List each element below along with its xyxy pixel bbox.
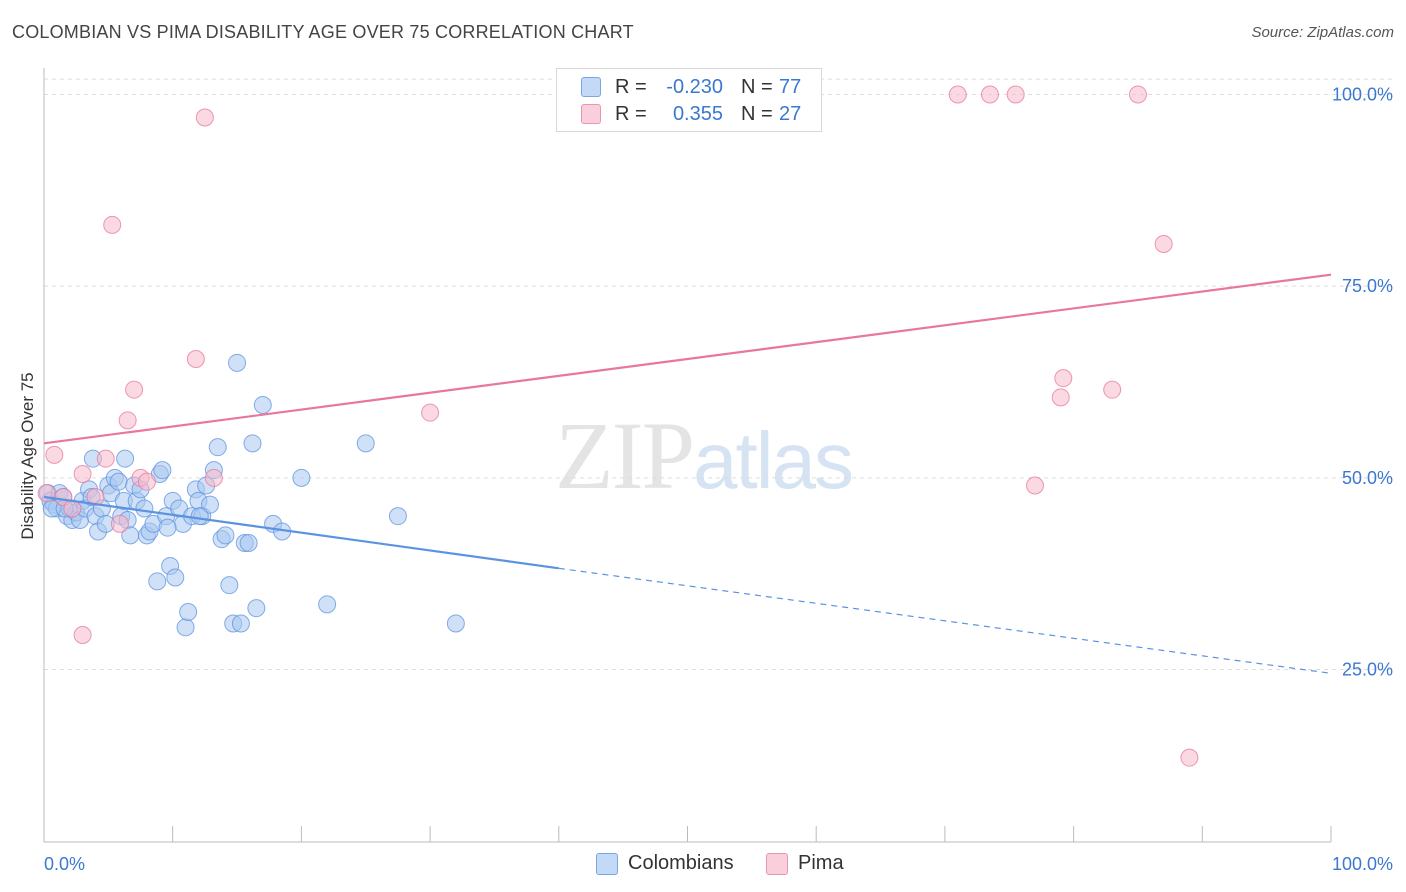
pima-point — [45, 445, 64, 464]
y-tick-label: 75.0% — [1342, 276, 1393, 296]
watermark-zip: ZIP — [555, 402, 695, 509]
colombians-trend-line — [43, 495, 559, 570]
colombians-n-value: 77 — [779, 75, 802, 98]
colombians-point — [231, 614, 250, 633]
pima-n-value: 27 — [779, 102, 802, 125]
r-label: R = — [615, 75, 647, 98]
colombians-point — [220, 576, 239, 595]
pima-point — [1154, 235, 1173, 253]
axes — [43, 68, 1332, 843]
pima-point — [1051, 388, 1070, 407]
pima-point — [421, 403, 440, 422]
colombians-point — [216, 526, 235, 545]
legend-row-colombians: R = -0.230 N = 77 — [581, 74, 801, 100]
pima-point — [186, 350, 205, 368]
colombians-point — [253, 396, 272, 414]
colombians-point — [239, 534, 258, 552]
colombians-point — [148, 572, 167, 591]
source-label: Source: ZipAtlas.com — [1251, 24, 1394, 41]
n-label: N = — [741, 102, 773, 125]
legend-item-pima[interactable]: Pima — [766, 852, 844, 875]
colombians-point — [176, 618, 195, 637]
tick-labels: 25.0% 50.0% 75.0% 100.0% 0.0% 100.0% — [44, 85, 1393, 875]
colombians-point — [153, 461, 172, 480]
pima-point — [125, 380, 144, 399]
colombians-point — [116, 449, 135, 468]
watermark-atlas: atlas — [693, 416, 854, 505]
legend-row-pima: R = 0.355 N = 27 — [581, 101, 801, 127]
y-axis-label: Disability Age Over 75 — [18, 372, 37, 539]
chart-title: COLOMBIAN VS PIMA DISABILITY AGE OVER 75… — [12, 22, 634, 42]
pima-point — [1054, 369, 1073, 388]
colombians-r-value: -0.230 — [666, 75, 723, 98]
colombians-point — [109, 472, 128, 491]
colombians-point — [243, 434, 262, 453]
pima-point — [73, 626, 92, 644]
pima-point — [118, 411, 137, 430]
pima-point — [86, 488, 105, 506]
pima-point — [1180, 748, 1199, 767]
n-label: N = — [741, 75, 773, 98]
colombians-swatch — [581, 77, 601, 97]
pima-point — [1103, 380, 1122, 399]
pima-point — [980, 85, 999, 104]
colombians-trend-extension — [558, 567, 1332, 674]
colombians-point — [292, 468, 311, 487]
pima-r-value: 0.355 — [672, 102, 723, 125]
x-tick-label-max: 100.0% — [1332, 854, 1393, 874]
legend-item-colombians[interactable]: Colombians — [596, 852, 734, 875]
gridlines — [44, 78, 1394, 670]
colombians-legend-label: Colombians — [628, 852, 734, 874]
pima-point — [1128, 85, 1147, 104]
colombians-point — [158, 518, 177, 537]
r-label: R = — [615, 102, 647, 125]
colombians-point — [318, 595, 337, 614]
colombians-point — [208, 438, 227, 457]
colombians-point — [446, 614, 465, 633]
trend-lines — [43, 273, 1332, 674]
pima-point — [1006, 85, 1025, 104]
pima-point — [1025, 476, 1044, 495]
pima-point — [73, 465, 92, 483]
pima-legend-swatch — [766, 852, 788, 875]
colombians-point — [228, 353, 247, 372]
pima-point — [110, 514, 129, 533]
x-tick-label-min: 0.0% — [44, 854, 85, 874]
pima-swatch — [581, 104, 601, 124]
pima-point — [103, 215, 122, 234]
y-tick-label: 50.0% — [1342, 468, 1393, 488]
colombians-point — [179, 603, 198, 621]
pima-point — [137, 472, 156, 491]
colombians-point — [247, 599, 266, 618]
watermark: ZIPatlas — [555, 400, 854, 511]
colombians-point — [190, 507, 209, 526]
y-tick-label: 100.0% — [1332, 85, 1393, 105]
pima-point — [204, 468, 223, 487]
y-tick-label: 25.0% — [1342, 660, 1393, 680]
pima-trend-line — [43, 273, 1332, 445]
correlation-legend: R = -0.230 N = 77 R = 0.355 N = 27 — [556, 68, 822, 132]
colombians-point — [356, 434, 375, 453]
pima-point — [948, 85, 967, 104]
colombians-point — [388, 507, 407, 526]
pima-point — [96, 449, 115, 468]
series-legend: Colombians Pima — [0, 852, 1406, 878]
colombians-point — [166, 568, 185, 587]
colombians-point — [135, 499, 154, 518]
colombians-legend-swatch — [596, 852, 618, 875]
pima-points — [37, 85, 1199, 767]
pima-legend-label: Pima — [798, 852, 844, 874]
colombians-point — [201, 495, 220, 514]
pima-point — [195, 108, 214, 127]
